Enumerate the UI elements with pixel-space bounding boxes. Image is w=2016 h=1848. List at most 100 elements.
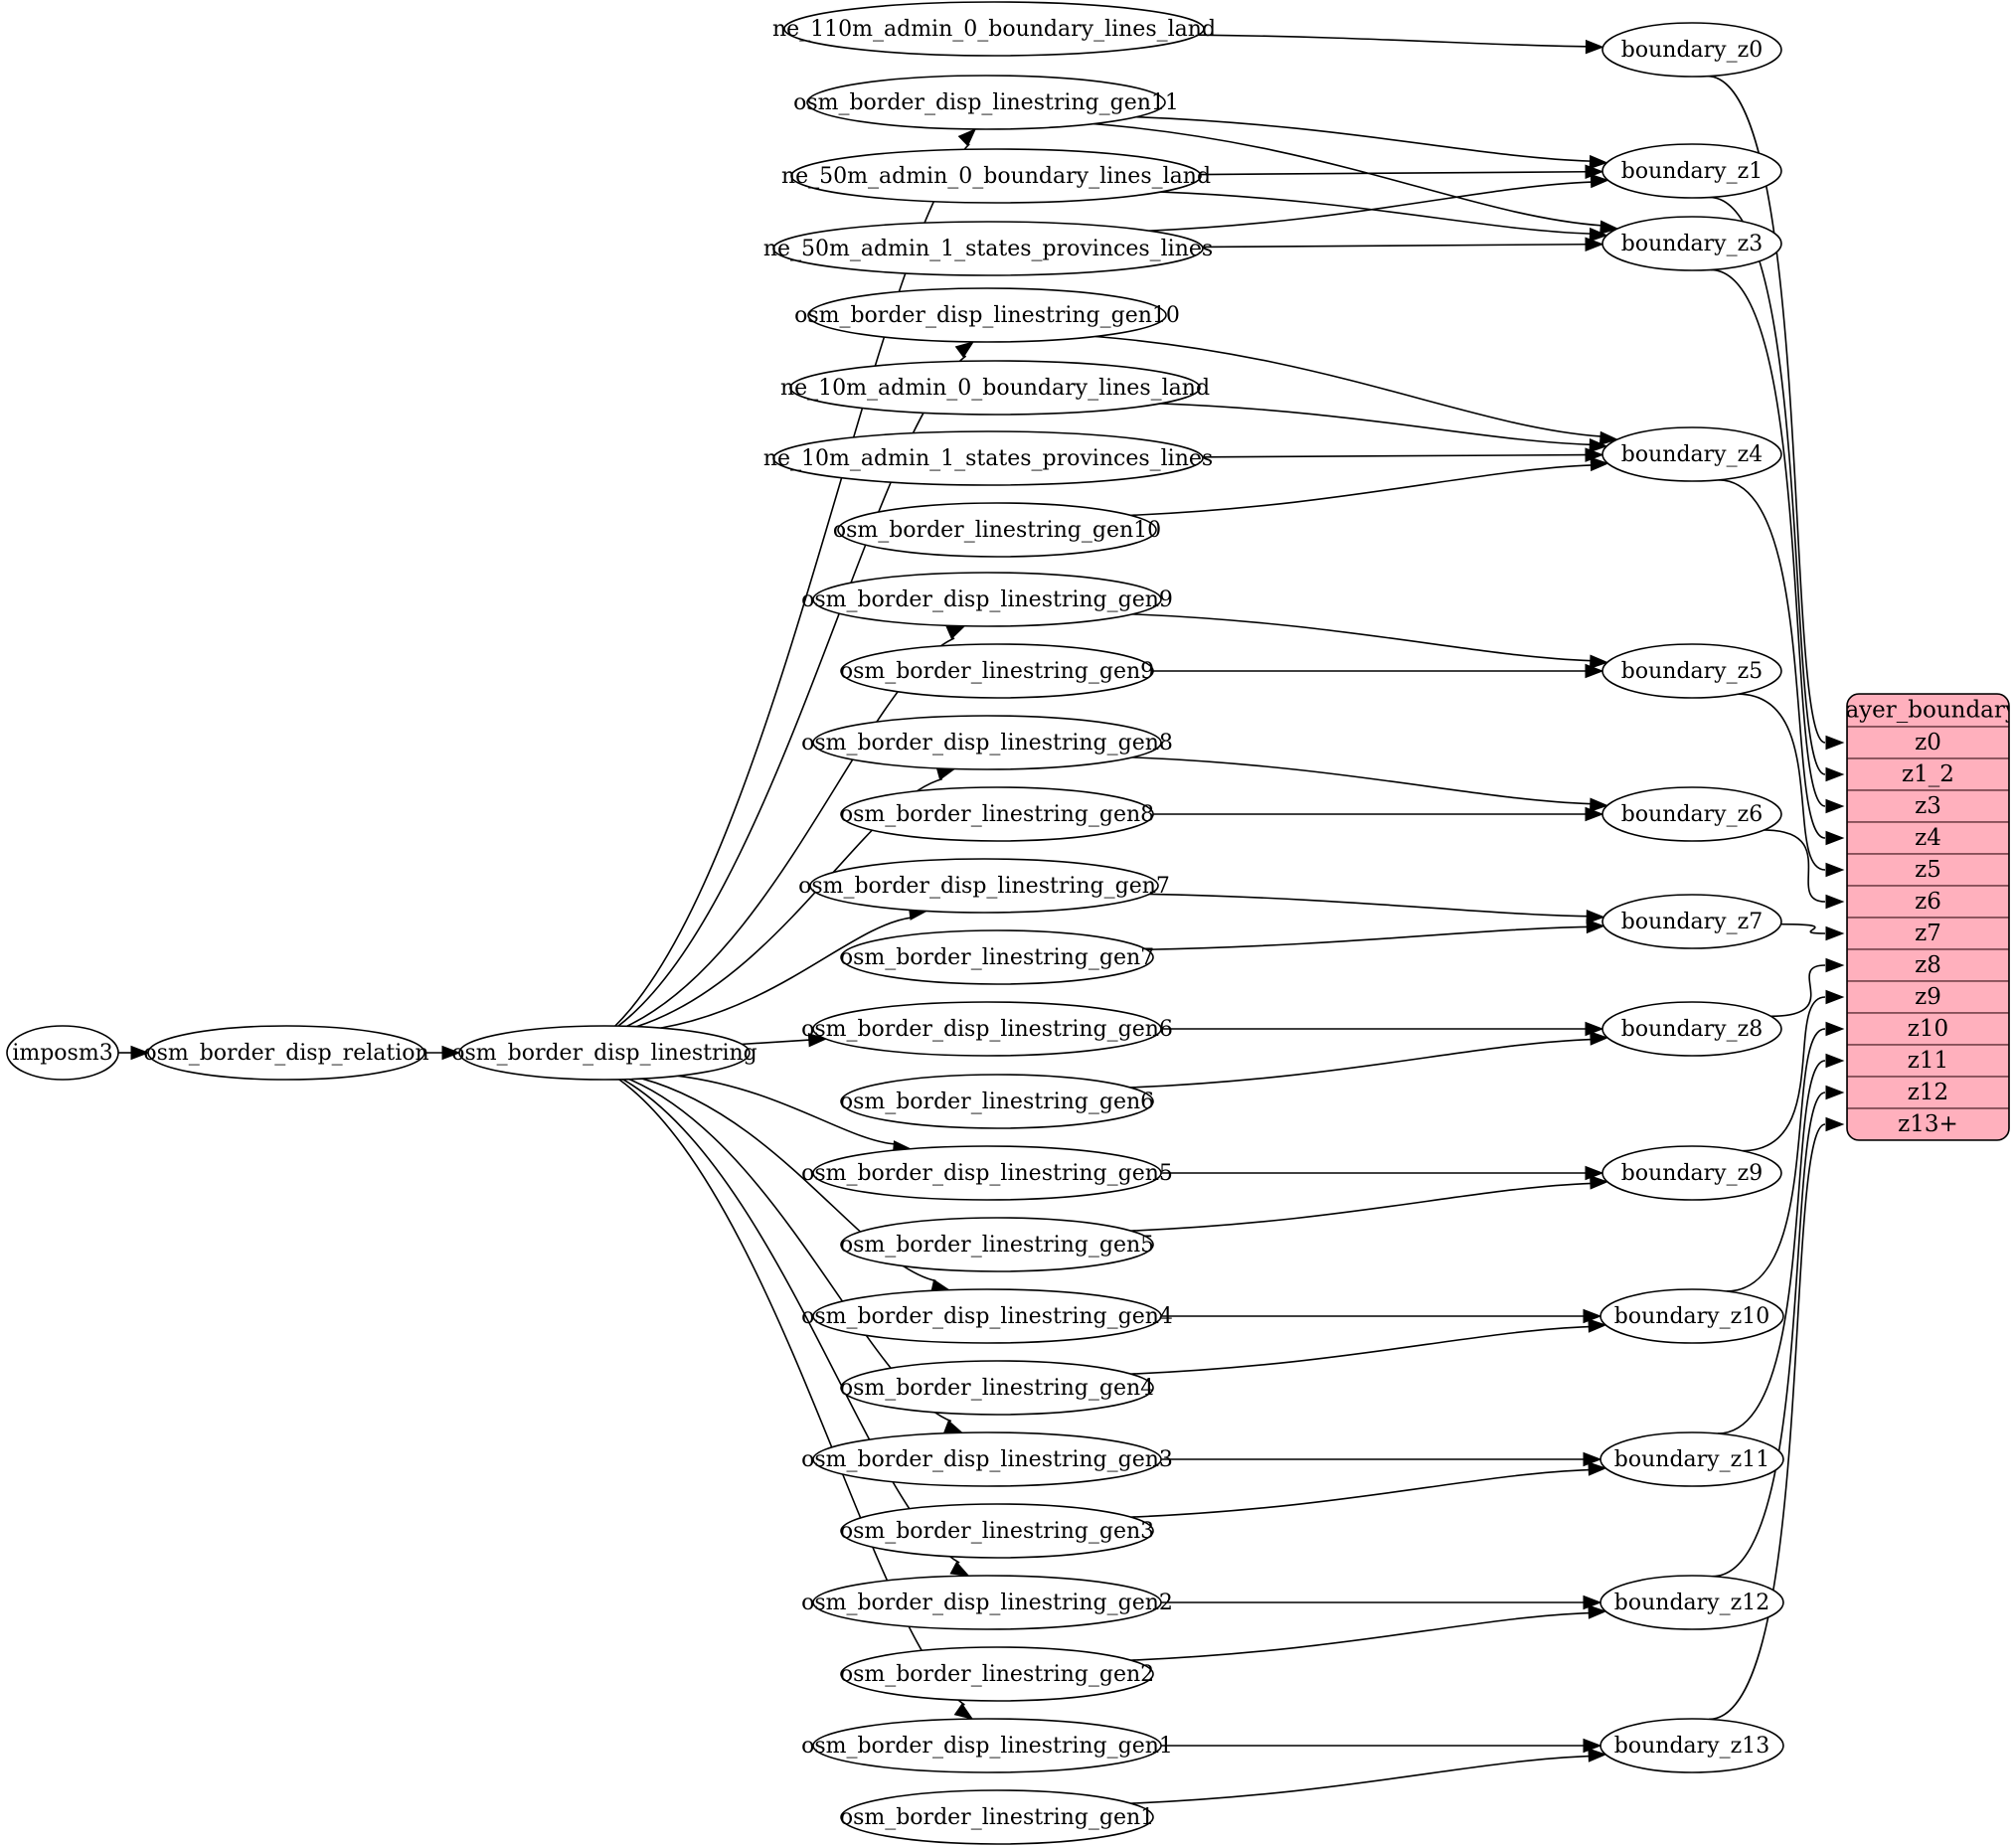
table-row-label: z8 bbox=[1915, 952, 1941, 978]
edge-line bbox=[1200, 170, 1588, 176]
node-boundary_z8[interactable]: boundary_z8 bbox=[1601, 1001, 1782, 1057]
node-boundary_z4[interactable]: boundary_z4 bbox=[1601, 426, 1782, 482]
node-osm_border_disp_linestring_gen5[interactable]: osm_border_disp_linestring_gen5 bbox=[801, 1145, 1173, 1201]
node-osm_border_disp_linestring_gen10[interactable]: osm_border_disp_linestring_gen10 bbox=[794, 287, 1180, 343]
node-osm_border_disp_linestring_gen1[interactable]: osm_border_disp_linestring_gen1 bbox=[801, 1718, 1173, 1773]
node-boundary_z13[interactable]: boundary_z13 bbox=[1599, 1718, 1784, 1773]
node-label: osm_border_disp_linestring_gen2 bbox=[801, 1591, 1173, 1615]
node-osm_border_disp_linestring_gen11[interactable]: osm_border_disp_linestring_gen11 bbox=[793, 75, 1179, 130]
node-boundary_z3[interactable]: boundary_z3 bbox=[1601, 216, 1782, 271]
node-osm_border_disp_linestring_gen7[interactable]: osm_border_disp_linestring_gen7 bbox=[798, 858, 1170, 914]
node-shape bbox=[6, 1025, 119, 1081]
table-row[interactable] bbox=[1847, 1012, 2009, 1046]
node-label: osm_border_disp_linestring_gen8 bbox=[801, 731, 1173, 756]
table-row[interactable] bbox=[1847, 885, 2009, 919]
table-row[interactable] bbox=[1847, 789, 2009, 823]
node-shape bbox=[812, 715, 1162, 770]
node-osm_border_linestring_gen4[interactable]: osm_border_linestring_gen4 bbox=[840, 1360, 1154, 1416]
node-osm_border_disp_linestring_gen2[interactable]: osm_border_disp_linestring_gen2 bbox=[801, 1575, 1173, 1630]
edge-line bbox=[614, 143, 970, 1027]
node-label: boundary_z6 bbox=[1621, 802, 1763, 827]
node-osm_border_linestring_gen1[interactable]: osm_border_linestring_gen1 bbox=[840, 1789, 1154, 1845]
edge-arrowhead bbox=[1825, 830, 1845, 846]
node-shape bbox=[1599, 1431, 1784, 1487]
edge-arrowhead bbox=[1585, 237, 1604, 252]
node-shape bbox=[840, 1360, 1154, 1416]
edge-line bbox=[1710, 268, 1826, 807]
node-boundary_z10[interactable]: boundary_z10 bbox=[1599, 1288, 1784, 1344]
node-imposm3[interactable]: imposm3 bbox=[6, 1025, 119, 1081]
node-boundary_z6[interactable]: boundary_z6 bbox=[1601, 786, 1782, 842]
node-osm_border_disp_linestring_gen3[interactable]: osm_border_disp_linestring_gen3 bbox=[801, 1431, 1173, 1487]
node-ne_110m_admin_0_boundary_lines_land[interactable]: ne_110m_admin_0_boundary_lines_land bbox=[772, 1, 1216, 57]
node-boundary_z0[interactable]: boundary_z0 bbox=[1601, 22, 1782, 78]
node-shape bbox=[1601, 22, 1782, 78]
node-shape bbox=[840, 786, 1154, 842]
node-osm_border_linestring_gen8[interactable]: osm_border_linestring_gen8 bbox=[840, 786, 1154, 842]
node-osm_border_disp_linestring_gen8[interactable]: osm_border_disp_linestring_gen8 bbox=[801, 715, 1173, 770]
edge-arrowhead bbox=[949, 1561, 970, 1577]
node-osm_border_disp_relation[interactable]: osm_border_disp_relation bbox=[143, 1025, 429, 1081]
edge-arrowhead bbox=[1588, 1318, 1607, 1333]
node-ne_50m_admin_1_states_provinces_lines[interactable]: ne_50m_admin_1_states_provinces_lines bbox=[763, 221, 1213, 276]
node-osm_border_linestring_gen7[interactable]: osm_border_linestring_gen7 bbox=[840, 929, 1154, 985]
node-boundary_z7[interactable]: boundary_z7 bbox=[1601, 894, 1782, 949]
node-osm_border_linestring_gen6[interactable]: osm_border_linestring_gen6 bbox=[840, 1074, 1154, 1129]
edge-arrowhead bbox=[1583, 1308, 1602, 1324]
edge-line bbox=[1708, 1123, 1826, 1721]
node-boundary_z11[interactable]: boundary_z11 bbox=[1599, 1431, 1784, 1487]
node-label: imposm3 bbox=[12, 1041, 112, 1066]
table-row[interactable] bbox=[1847, 917, 2009, 950]
table-row[interactable] bbox=[1847, 1107, 2009, 1140]
node-ne_10m_admin_0_boundary_lines_land[interactable]: ne_10m_admin_0_boundary_lines_land bbox=[780, 360, 1210, 416]
node-boundary_z1[interactable]: boundary_z1 bbox=[1601, 143, 1782, 199]
edge-line bbox=[1094, 335, 1602, 437]
edge-arrowhead bbox=[1583, 1595, 1602, 1610]
node-osm_border_disp_linestring_gen4[interactable]: osm_border_disp_linestring_gen4 bbox=[801, 1288, 1173, 1344]
layer-boundary-table[interactable]: layer_boundary z0 z1_2 z3 z4 z5 z6 z7 z8 z9 z10 z11… bbox=[1838, 693, 2016, 1141]
node-osm_border_disp_linestring[interactable]: osm_border_disp_linestring bbox=[451, 1025, 757, 1081]
edge-arrowhead bbox=[953, 1703, 974, 1720]
node-osm_border_linestring_gen5[interactable]: osm_border_linestring_gen5 bbox=[840, 1217, 1154, 1272]
table-row-label: z5 bbox=[1915, 857, 1941, 883]
node-boundary_z9[interactable]: boundary_z9 bbox=[1601, 1145, 1782, 1201]
edge-arrowhead bbox=[1825, 1053, 1845, 1069]
edge-line bbox=[1770, 964, 1826, 1018]
edge-line bbox=[1198, 34, 1588, 48]
node-osm_border_linestring_gen9[interactable]: osm_border_linestring_gen9 bbox=[840, 643, 1154, 699]
node-shape bbox=[812, 572, 1162, 627]
table-row-label: z11 bbox=[1908, 1048, 1948, 1074]
node-ne_50m_admin_0_boundary_lines_land[interactable]: ne_50m_admin_0_boundary_lines_land bbox=[781, 148, 1211, 204]
node-label: boundary_z12 bbox=[1614, 1591, 1769, 1615]
node-label: ne_10m_admin_0_boundary_lines_land bbox=[780, 376, 1210, 401]
table-row[interactable] bbox=[1847, 853, 2009, 887]
edge-arrowhead bbox=[1585, 1021, 1604, 1037]
node-label: osm_border_linestring_gen6 bbox=[840, 1090, 1154, 1114]
node-label: boundary_z4 bbox=[1621, 442, 1763, 467]
edge-line bbox=[1130, 1325, 1591, 1375]
node-boundary_z12[interactable]: boundary_z12 bbox=[1599, 1575, 1784, 1630]
edge-arrowhead bbox=[130, 1045, 150, 1061]
table-row-label: z6 bbox=[1915, 889, 1941, 915]
edge-line bbox=[1718, 478, 1826, 839]
node-osm_border_linestring_gen10[interactable]: osm_border_linestring_gen10 bbox=[833, 502, 1161, 558]
edge-arrowhead bbox=[957, 127, 977, 147]
node-boundary_z5[interactable]: boundary_z5 bbox=[1601, 643, 1782, 699]
node-shape bbox=[1599, 1575, 1784, 1630]
node-osm_border_disp_linestring_gen9[interactable]: osm_border_disp_linestring_gen9 bbox=[801, 572, 1173, 627]
node-shape bbox=[840, 1646, 1154, 1702]
edge-arrowhead bbox=[1825, 766, 1845, 782]
node-ne_10m_admin_1_states_provinces_lines[interactable]: ne_10m_admin_1_states_provinces_lines bbox=[763, 430, 1213, 486]
table-row[interactable] bbox=[1847, 726, 2009, 759]
node-osm_border_linestring_gen2[interactable]: osm_border_linestring_gen2 bbox=[840, 1646, 1154, 1702]
node-label: osm_border_disp_linestring_gen3 bbox=[801, 1447, 1173, 1472]
edge-arrowhead bbox=[1590, 1031, 1609, 1046]
node-osm_border_linestring_gen3[interactable]: osm_border_linestring_gen3 bbox=[840, 1503, 1154, 1559]
table-row[interactable] bbox=[1847, 757, 2009, 791]
node-osm_border_disp_linestring_gen6[interactable]: osm_border_disp_linestring_gen6 bbox=[801, 1001, 1173, 1057]
edge-line bbox=[1130, 1611, 1591, 1661]
table-row-label: z1_2 bbox=[1902, 761, 1954, 787]
table-row[interactable] bbox=[1847, 821, 2009, 855]
node-label: osm_border_linestring_gen2 bbox=[840, 1662, 1154, 1687]
edge-arrowhead bbox=[1583, 1451, 1602, 1467]
